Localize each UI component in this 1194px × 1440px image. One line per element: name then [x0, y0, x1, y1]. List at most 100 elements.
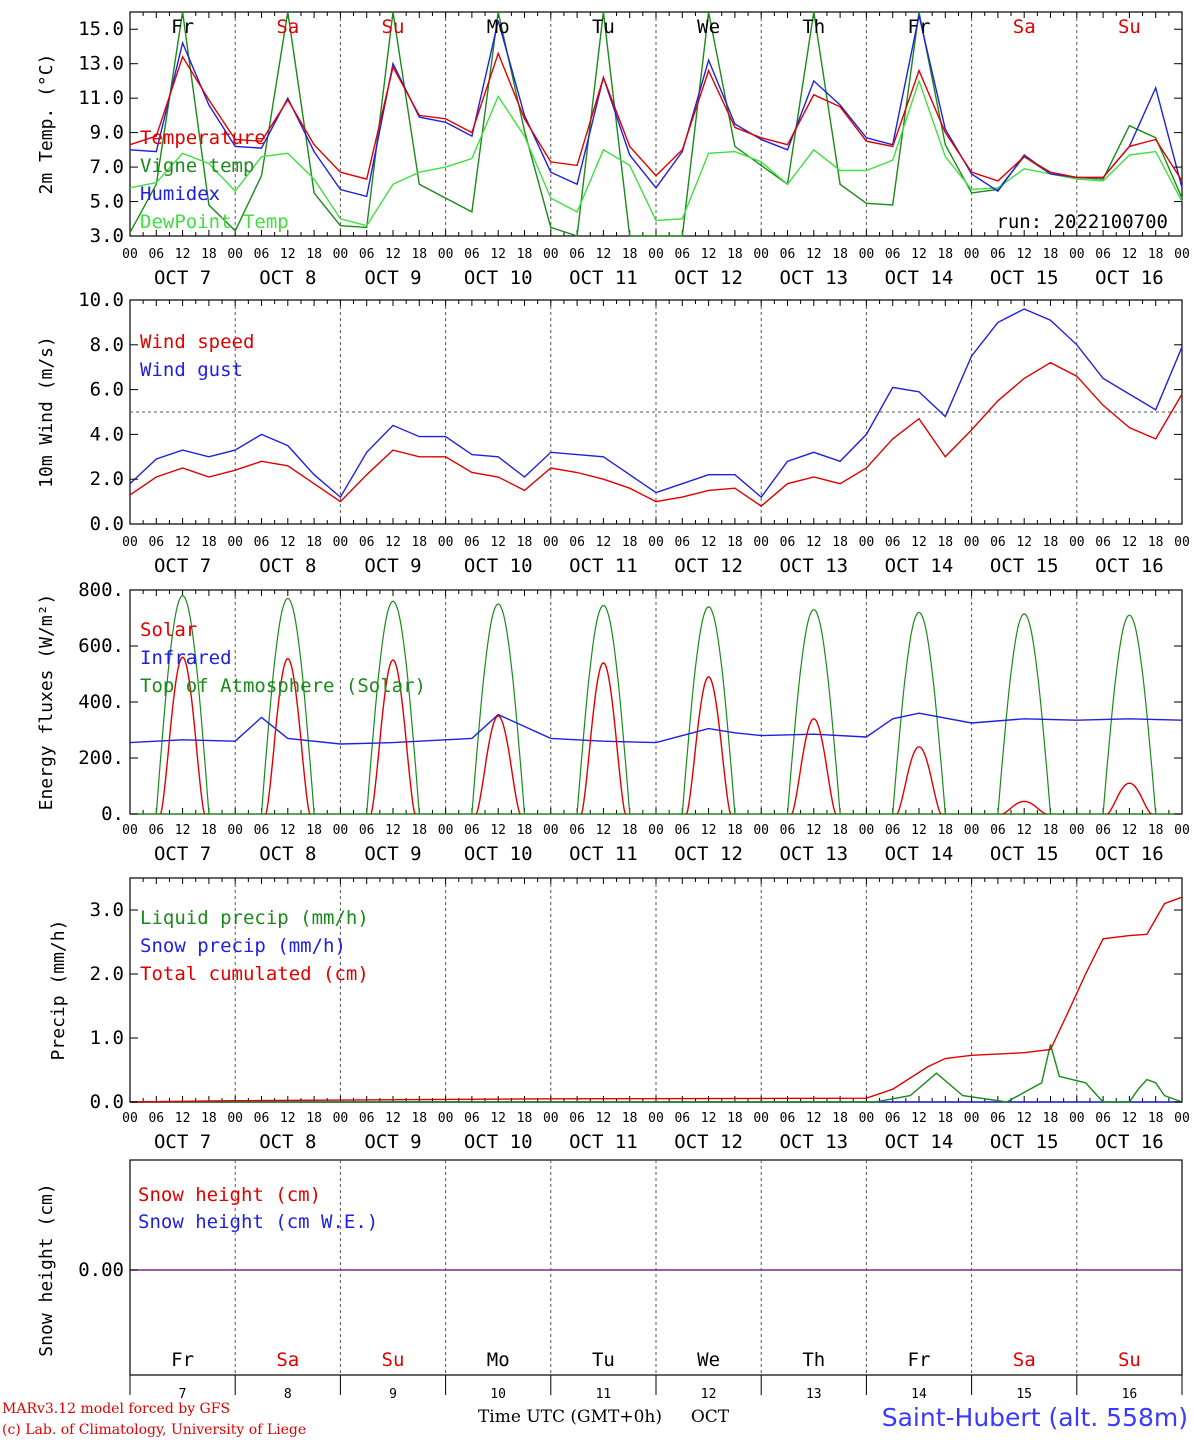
- lab-credit: (c) Lab. of Climatology, University of L…: [2, 1422, 306, 1438]
- weekday-label: Th: [802, 16, 825, 38]
- hour-tick-label: 00: [859, 1111, 875, 1126]
- date-label: OCT 16: [1095, 555, 1164, 577]
- hour-tick-label: 12: [1122, 247, 1138, 262]
- hour-tick-label: 18: [1043, 247, 1059, 262]
- legend-infrared: Infrared: [140, 647, 232, 669]
- y-tick-label: 5.0: [90, 191, 124, 213]
- hour-tick-label: 12: [490, 535, 506, 550]
- hour-tick-label: 00: [333, 535, 349, 550]
- line-solar: [160, 656, 1152, 815]
- date-label: OCT 12: [674, 267, 743, 289]
- date-label: OCT 8: [259, 267, 316, 289]
- date-label: OCT 9: [364, 555, 421, 577]
- hour-tick-label: 12: [701, 535, 717, 550]
- hour-tick-label: 06: [990, 1111, 1006, 1126]
- date-label: OCT 14: [885, 1131, 954, 1153]
- weekday-label: Fr: [908, 16, 931, 38]
- hour-tick-label: 12: [596, 823, 612, 838]
- hour-tick-label: 00: [1174, 823, 1190, 838]
- hour-tick-label: 06: [885, 535, 901, 550]
- hour-tick-label: 12: [490, 247, 506, 262]
- date-label: OCT 15: [990, 555, 1059, 577]
- date-label: OCT 14: [885, 843, 954, 865]
- date-label: OCT 8: [259, 1131, 316, 1153]
- hour-tick-label: 00: [964, 823, 980, 838]
- day-number-label: 12: [701, 1387, 717, 1402]
- hour-tick-label: 06: [569, 1111, 585, 1126]
- weekday-label: Fr: [908, 1349, 931, 1371]
- hour-tick-label: 00: [333, 823, 349, 838]
- run-annotation: run: 2022100700: [996, 211, 1168, 233]
- y-tick-label: 800.: [78, 579, 124, 601]
- hour-tick-label: 18: [1043, 823, 1059, 838]
- date-label: OCT 10: [464, 1131, 533, 1153]
- hour-tick-label: 06: [885, 823, 901, 838]
- hour-tick-label: 18: [411, 1111, 427, 1126]
- date-label: OCT 10: [464, 555, 533, 577]
- hour-tick-label: 00: [753, 1111, 769, 1126]
- hour-tick-label: 18: [1148, 823, 1164, 838]
- y-tick-label: 10.0: [78, 289, 124, 311]
- line-dewpoint-temp: [129, 78, 1183, 227]
- hour-tick-label: 12: [175, 1111, 191, 1126]
- legend-snow-height-we: Snow height (cm W.E.): [138, 1211, 378, 1233]
- date-label: OCT 7: [154, 1131, 211, 1153]
- hour-tick-label: 18: [517, 1111, 533, 1126]
- hour-tick-label: 18: [517, 823, 533, 838]
- legend-temperature: Temperature: [140, 127, 266, 149]
- date-label: OCT 14: [885, 267, 954, 289]
- hour-tick-label: 18: [411, 535, 427, 550]
- legend-vigne-temp: Vigne temp: [140, 155, 254, 177]
- hour-tick-label: 06: [254, 823, 270, 838]
- date-label: OCT 14: [885, 555, 954, 577]
- hour-tick-label: 12: [596, 247, 612, 262]
- hour-tick-label: 00: [859, 247, 875, 262]
- hour-tick-label: 18: [1148, 535, 1164, 550]
- date-label: OCT 11: [569, 267, 638, 289]
- weekday-label: Sa: [1013, 16, 1036, 38]
- date-label: OCT 13: [779, 267, 848, 289]
- snow-y-axis-label: Snow height (cm): [36, 1183, 57, 1356]
- hour-tick-label: 18: [1148, 1111, 1164, 1126]
- hour-tick-label: 18: [517, 535, 533, 550]
- hour-tick-label: 12: [280, 247, 296, 262]
- hour-tick-label: 12: [596, 535, 612, 550]
- hour-tick-label: 18: [201, 247, 217, 262]
- weekday-label: Su: [382, 16, 405, 38]
- legend-total-cumulated: Total cumulated (cm): [140, 963, 369, 985]
- hour-tick-label: 12: [596, 1111, 612, 1126]
- hour-tick-label: 18: [622, 1111, 638, 1126]
- y-tick-label: 1.0: [90, 1027, 124, 1049]
- hour-tick-label: 00: [964, 1111, 980, 1126]
- weekday-label: Sa: [276, 16, 299, 38]
- line-top-of-atmosphere: [155, 594, 1157, 815]
- hour-tick-label: 06: [674, 1111, 690, 1126]
- hour-tick-label: 06: [464, 247, 480, 262]
- date-label: OCT 13: [779, 843, 848, 865]
- date-label: OCT 13: [779, 555, 848, 577]
- date-label: OCT 7: [154, 267, 211, 289]
- day-number-label: 16: [1122, 1387, 1138, 1402]
- hour-tick-label: 00: [122, 823, 138, 838]
- y-tick-label: 8.0: [90, 334, 124, 356]
- line-wind-speed: [129, 361, 1183, 507]
- date-label: OCT 16: [1095, 267, 1164, 289]
- hour-tick-label: 12: [490, 823, 506, 838]
- y-tick-label: 600.: [78, 635, 124, 657]
- hour-tick-label: 00: [438, 1111, 454, 1126]
- hour-tick-label: 12: [911, 823, 927, 838]
- hour-tick-label: 00: [122, 247, 138, 262]
- hour-tick-label: 18: [411, 823, 427, 838]
- hour-tick-label: 18: [201, 535, 217, 550]
- hour-tick-label: 06: [254, 535, 270, 550]
- hour-tick-label: 12: [385, 823, 401, 838]
- weekday-label: Sa: [1013, 1349, 1036, 1371]
- hour-tick-label: 12: [911, 535, 927, 550]
- hour-tick-label: 06: [780, 1111, 796, 1126]
- hour-tick-label: 00: [648, 1111, 664, 1126]
- hour-tick-label: 18: [1043, 1111, 1059, 1126]
- hour-tick-label: 06: [780, 535, 796, 550]
- weekday-label: Su: [382, 1349, 405, 1371]
- hour-tick-label: 06: [148, 247, 164, 262]
- y-tick-label: 3.0: [90, 225, 124, 247]
